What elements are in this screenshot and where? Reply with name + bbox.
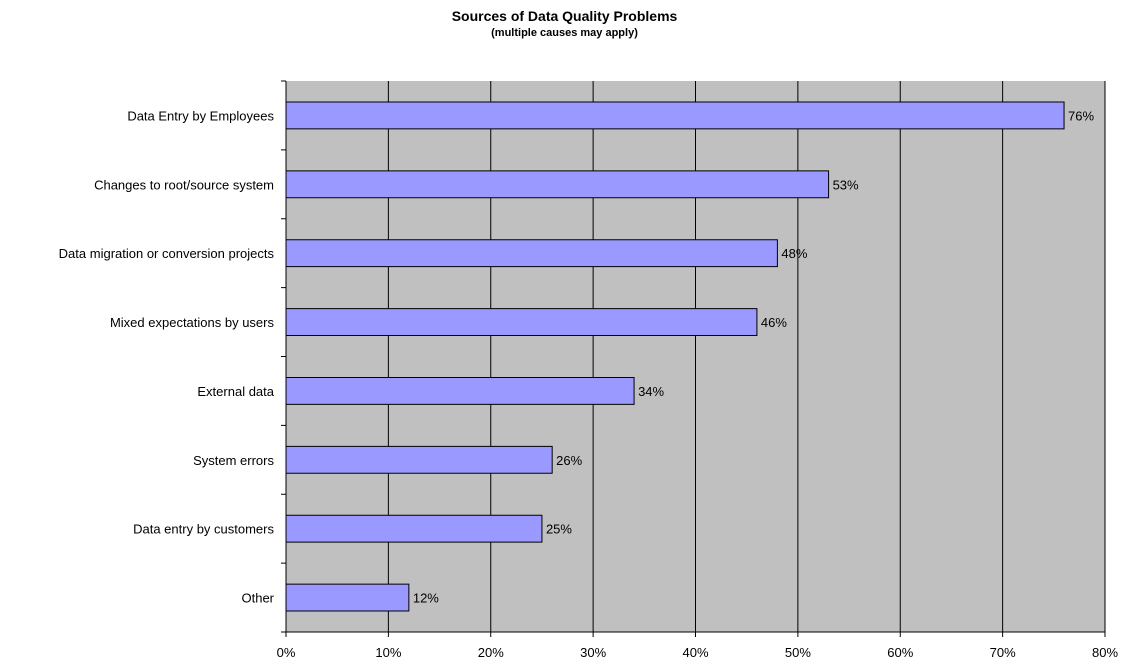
bar [285, 239, 778, 268]
x-tick-label: 0% [277, 645, 296, 660]
data-label: 12% [413, 591, 439, 606]
x-tick-label: 60% [887, 645, 913, 660]
category-label: Changes to root/source system [94, 177, 274, 192]
data-label: 25% [546, 522, 572, 537]
bar [285, 308, 758, 336]
x-tick-label: 40% [682, 645, 708, 660]
bar [285, 377, 635, 405]
category-label: System errors [193, 453, 274, 468]
bar [285, 514, 543, 543]
x-tick-label: 70% [990, 645, 1016, 660]
data-label: 26% [556, 453, 582, 468]
data-label: 53% [833, 177, 859, 192]
category-label: Data migration or conversion projects [59, 246, 275, 261]
bar [285, 583, 410, 612]
category-label: Mixed expectations by users [110, 315, 275, 330]
bar [285, 170, 830, 199]
category-label: Other [241, 591, 274, 606]
category-label: Data Entry by Employees [127, 108, 274, 123]
bar [285, 101, 1065, 130]
x-tick-label: 20% [478, 645, 504, 660]
category-label: Data entry by customers [133, 522, 274, 537]
x-tick-label: 50% [785, 645, 811, 660]
x-tick-label: 30% [580, 645, 606, 660]
x-tick-label: 10% [375, 645, 401, 660]
data-label: 46% [761, 315, 787, 330]
chart-subtitle: (multiple causes may apply) [491, 27, 638, 39]
category-label: External data [197, 384, 274, 399]
data-label: 76% [1068, 108, 1094, 123]
data-label: 48% [781, 246, 807, 261]
x-tick-label: 80% [1092, 645, 1118, 660]
chart-title: Sources of Data Quality Problems [451, 8, 678, 24]
bar [285, 445, 553, 474]
data-label: 34% [638, 384, 664, 399]
